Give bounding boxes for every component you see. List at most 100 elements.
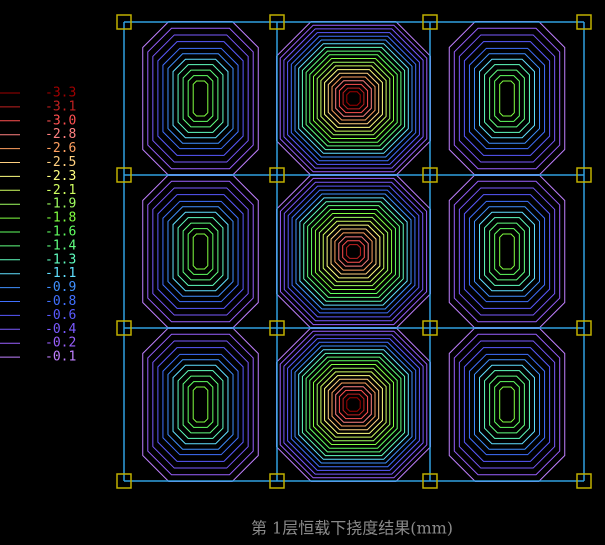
contour-line — [152, 187, 249, 316]
contour-line — [192, 386, 209, 423]
column-node — [269, 473, 285, 489]
contour-line — [187, 228, 214, 275]
contour-line — [157, 194, 244, 309]
contour-line — [279, 177, 428, 326]
contour-line — [346, 244, 361, 259]
contour-line — [453, 180, 561, 323]
contour-line — [463, 41, 551, 156]
column-node — [116, 320, 132, 336]
contour-line — [182, 375, 219, 434]
contour-line — [287, 185, 420, 318]
contour-line — [453, 333, 561, 476]
column-node — [422, 473, 438, 489]
contour-line — [494, 381, 520, 428]
contour-line — [342, 393, 365, 416]
contour-line — [152, 340, 249, 469]
legend-label: -1.9 — [45, 197, 76, 212]
contour-line — [147, 333, 254, 476]
contour-line — [327, 72, 380, 125]
contour-line — [301, 46, 406, 151]
contour-line — [484, 370, 530, 439]
contour-line — [338, 236, 369, 267]
contour-line — [305, 356, 402, 453]
contour-line — [479, 364, 535, 445]
contour-line — [326, 224, 381, 279]
contour-line — [489, 222, 525, 281]
caption: 第 1层恒载下挠度结果(mm) — [251, 519, 453, 538]
column-node — [576, 14, 592, 30]
contour-line — [157, 41, 244, 156]
contour-line — [309, 360, 398, 449]
contour-line — [320, 371, 387, 438]
contour-line — [172, 211, 229, 292]
contour-line — [167, 359, 234, 450]
contour-line — [322, 220, 385, 283]
contour-line — [463, 194, 551, 309]
legend-label: -1.4 — [45, 238, 76, 253]
contour-line — [338, 389, 369, 420]
contour-line — [298, 43, 409, 154]
column-node — [576, 167, 592, 183]
contour-line — [458, 34, 556, 163]
contour-line — [299, 197, 408, 306]
column-node — [576, 320, 592, 336]
contour-line — [468, 353, 546, 456]
column-node — [422, 320, 438, 336]
contour-line — [489, 69, 525, 128]
contour-line — [484, 217, 530, 286]
contour-line — [314, 212, 393, 291]
contour-line — [334, 232, 373, 271]
legend-label: -0.8 — [45, 294, 76, 309]
contour-line — [489, 375, 525, 434]
legend-label: -2.1 — [45, 183, 76, 198]
contour-line — [313, 364, 394, 445]
contour-line — [167, 206, 234, 297]
contour-line — [499, 386, 515, 423]
contour-line — [316, 61, 391, 136]
contour-line — [324, 375, 383, 434]
contour-line — [458, 340, 556, 469]
contour-line — [301, 352, 406, 457]
contour-line — [320, 65, 387, 132]
contour-line — [291, 189, 416, 314]
contour-line — [453, 27, 561, 170]
contour-line — [142, 327, 259, 482]
legend-label: -2.3 — [45, 169, 76, 184]
contour-line — [295, 193, 412, 310]
contour-line — [330, 228, 377, 275]
contour-line — [172, 364, 229, 445]
contour-line — [307, 205, 400, 298]
contour-line — [283, 28, 424, 169]
contour-line — [287, 32, 420, 165]
contour-line — [177, 64, 224, 133]
column-node — [116, 167, 132, 183]
contour-line — [283, 334, 424, 475]
contour-line — [192, 233, 209, 270]
contour-line — [167, 53, 234, 144]
contour-line — [290, 35, 417, 162]
contour-line — [458, 187, 556, 316]
legend-label: -3.0 — [45, 113, 76, 128]
contour-line — [298, 349, 409, 460]
legend-label: -0.6 — [45, 308, 76, 323]
legend-label: -0.1 — [45, 350, 76, 365]
contour-line — [192, 80, 209, 117]
contour-line — [177, 370, 224, 439]
legend-label: -0.2 — [45, 336, 76, 351]
contour-line — [162, 353, 239, 456]
contour-line — [283, 181, 424, 322]
contour-line — [147, 180, 254, 323]
legend-label: -0.4 — [45, 322, 76, 337]
contour-line — [331, 382, 376, 427]
contour-line — [279, 24, 428, 173]
contour-line — [147, 27, 254, 170]
contour-line — [335, 80, 372, 117]
contour-line — [294, 39, 413, 158]
contour-line — [318, 216, 389, 287]
contour-line — [484, 64, 530, 133]
legend-label: -1.1 — [45, 266, 76, 281]
contour-line — [182, 222, 219, 281]
contour-line — [303, 201, 404, 302]
